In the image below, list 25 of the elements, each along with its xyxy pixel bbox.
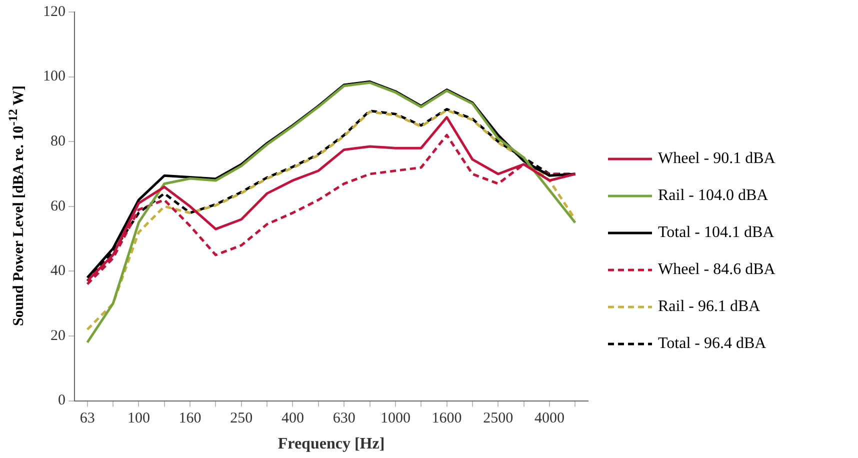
- x-tick-label: 1600: [432, 410, 462, 427]
- x-tick-label: 100: [127, 410, 150, 427]
- legend-label: Rail - 104.0 dBA: [658, 186, 768, 204]
- y-tick-label: 20: [50, 328, 66, 344]
- legend-label: Wheel - 90.1 dBA: [658, 150, 776, 168]
- y-tick-label: 80: [50, 134, 66, 150]
- x-tick-label: 400: [281, 410, 304, 427]
- legend-label: Total - 96.4 dBA: [658, 334, 766, 352]
- legend-label: Total - 104.1 dBA: [658, 224, 774, 242]
- x-tick-label: 2500: [483, 410, 514, 427]
- x-tick-label: 63: [80, 410, 95, 427]
- legend-label: Rail - 96.1 dBA: [658, 298, 760, 316]
- y-tick-label: 100: [43, 68, 66, 85]
- y-tick-label: 120: [43, 4, 66, 20]
- y-tick-label: 40: [50, 263, 66, 280]
- x-tick-label: 250: [230, 410, 253, 427]
- x-tick-label: 160: [178, 410, 202, 427]
- legend-label: Wheel - 84.6 dBA: [658, 260, 776, 278]
- y-tick-label: 0: [58, 392, 66, 409]
- x-tick-label: 4000: [534, 410, 564, 427]
- line-series: [86, 108, 576, 331]
- x-tick-label: 630: [332, 410, 356, 427]
- x-tick-label: 1000: [380, 410, 410, 427]
- y-tick-label: 60: [50, 198, 66, 214]
- x-axis-title: Frequency [Hz]: [278, 436, 385, 453]
